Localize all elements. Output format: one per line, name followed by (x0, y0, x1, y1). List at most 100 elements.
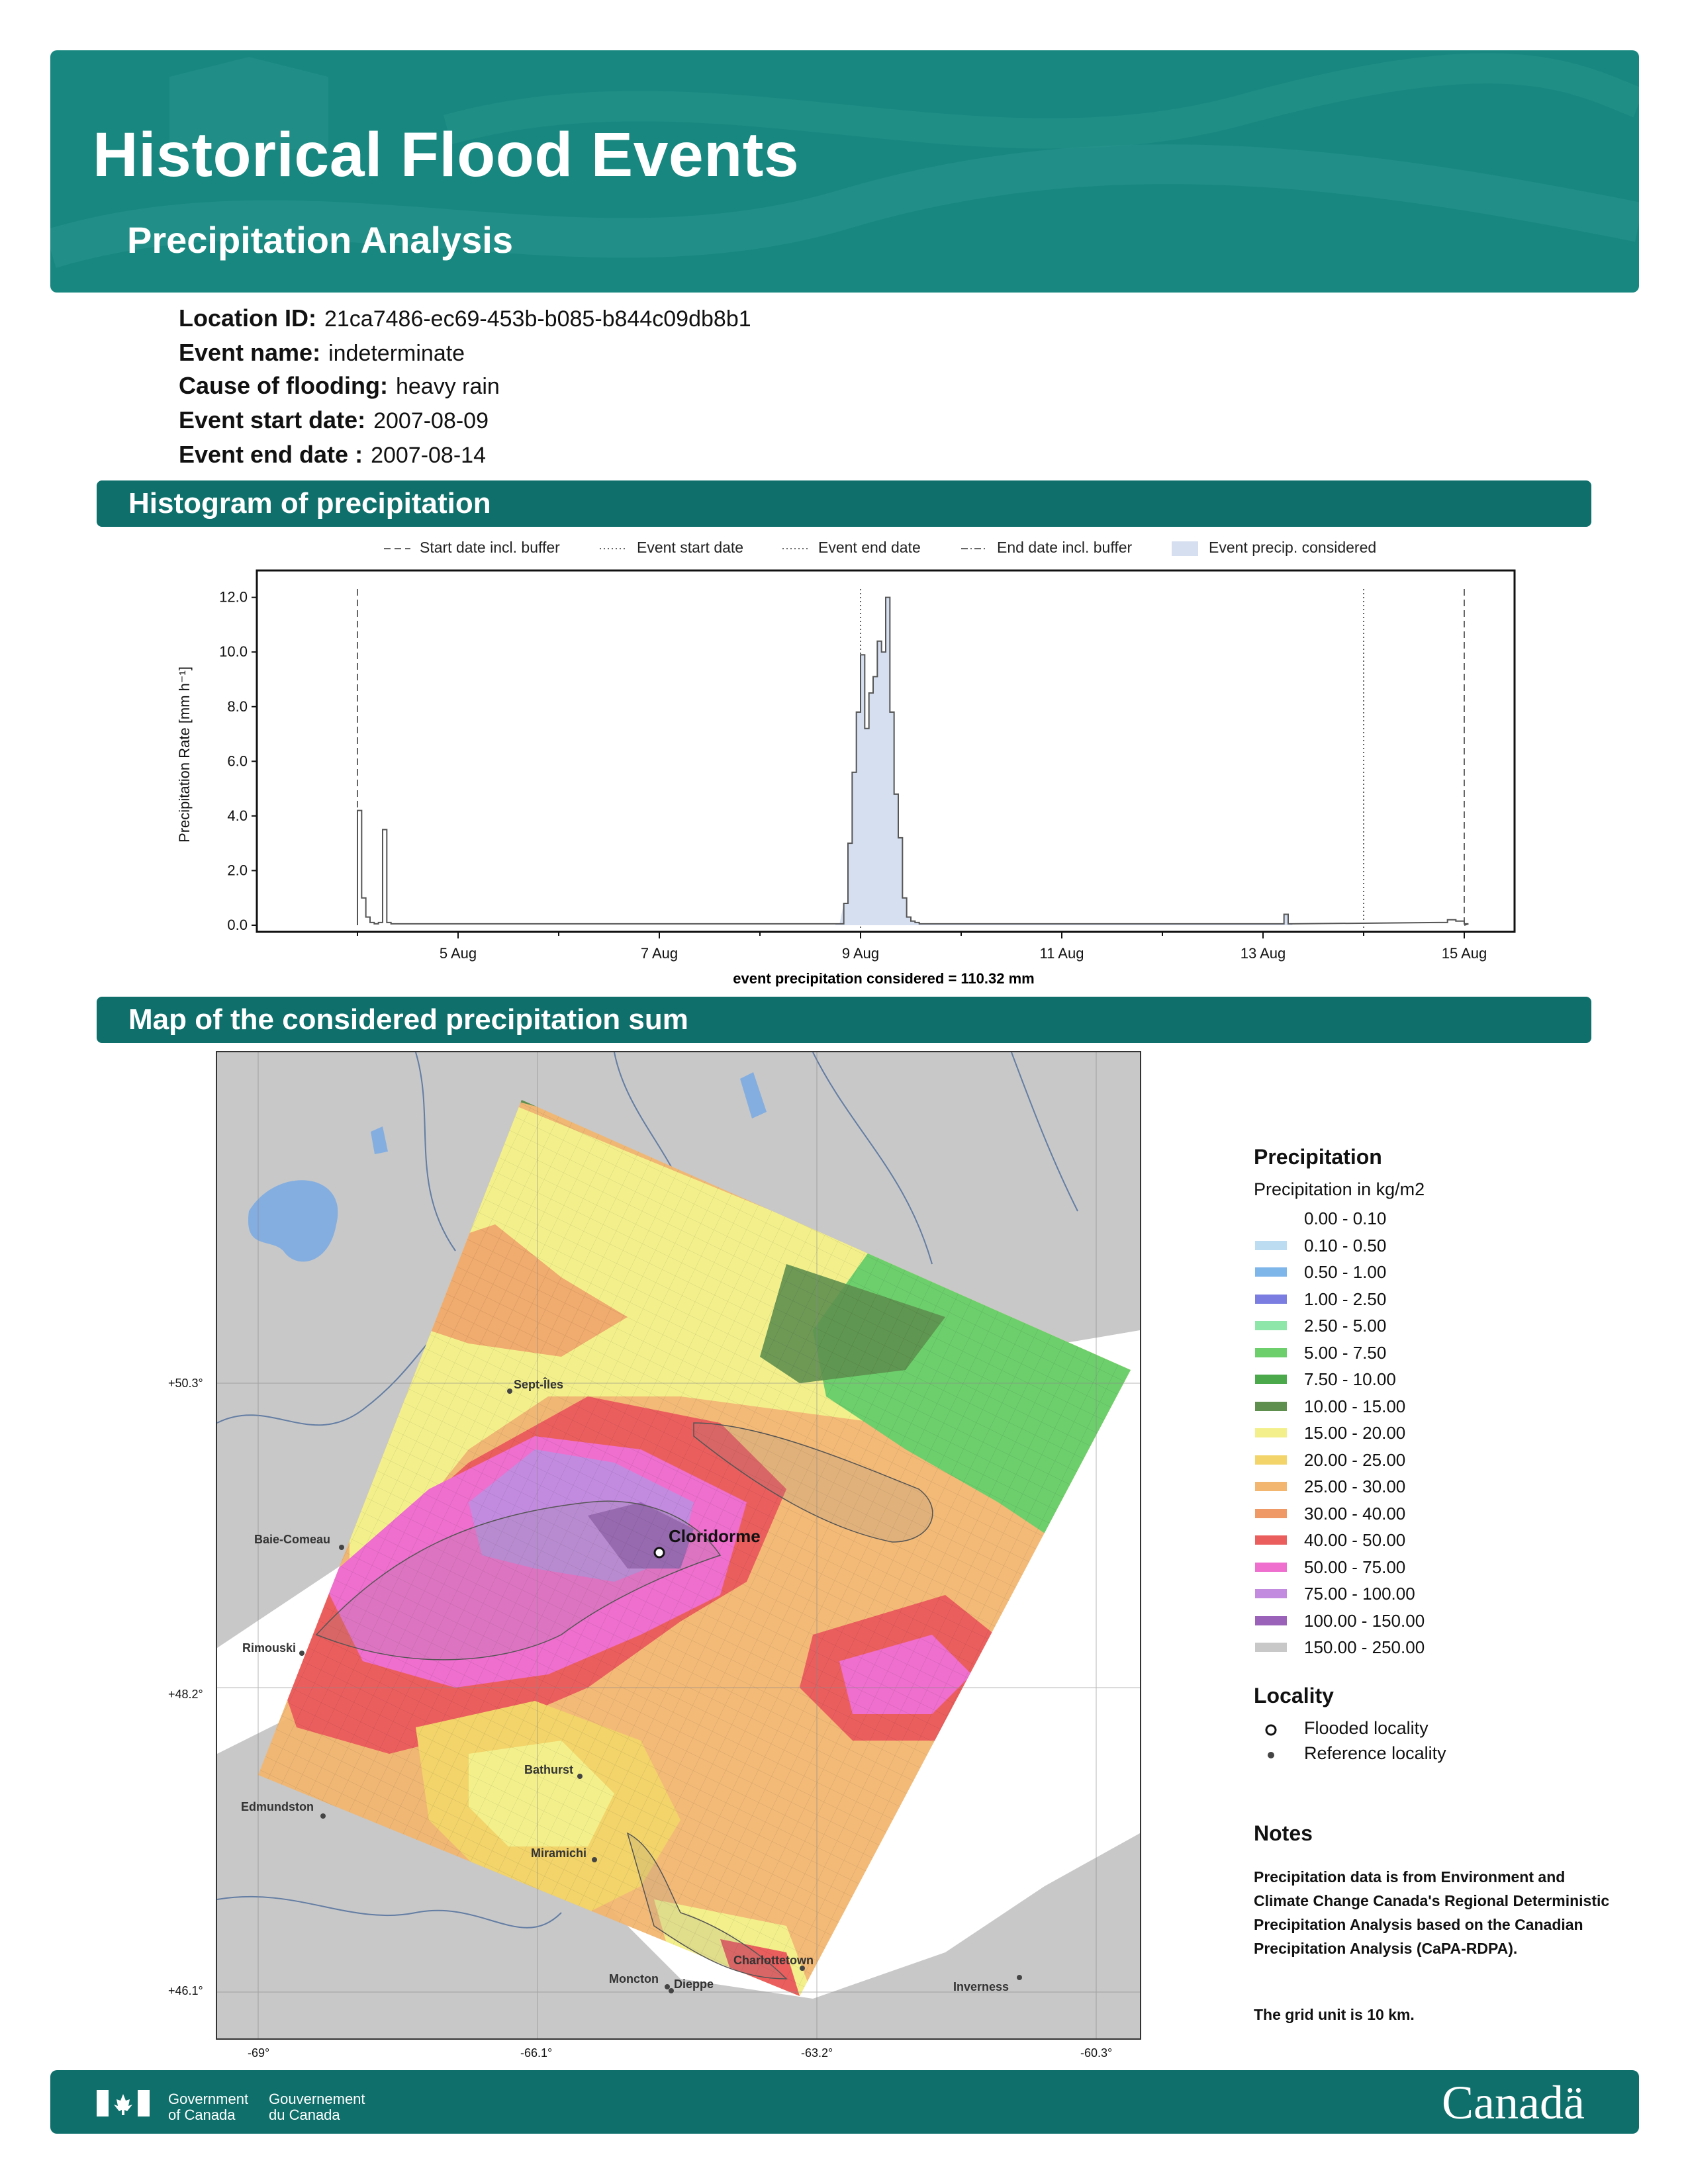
event-name-row: Event name: indeterminate (179, 339, 465, 366)
locality-marker (592, 1857, 597, 1862)
gov-fr: Gouvernement du Canada (269, 2091, 365, 2123)
notes-grid: The grid unit is 10 km. (1254, 2006, 1415, 2023)
legend-title: Precipitation (1254, 1145, 1382, 1169)
precipitation-map: Cloridorme Sept-Îles Baie-Comeau Rimousk… (216, 1051, 1141, 2040)
legend-swatch (1255, 1401, 1287, 1411)
locality-marker (665, 1984, 670, 1989)
locality-marker-flooded (653, 1547, 665, 1559)
legend-swatch (1255, 1428, 1287, 1437)
start-date-row: Event start date: 2007-08-09 (179, 406, 489, 433)
legend-label-start-buffer: Start date incl. buffer (420, 539, 560, 556)
lon-label: -69° (248, 2046, 270, 2060)
page-title: Historical Flood Events (93, 120, 800, 190)
legend-swatch (1255, 1535, 1287, 1545)
legend-swatch (1255, 1615, 1287, 1625)
legend-range-label: 20.00 - 25.00 (1304, 1449, 1406, 1470)
legend-swatch (1255, 1267, 1287, 1277)
map-canvas: Cloridorme Sept-Îles Baie-Comeau Rimousk… (217, 1052, 1140, 2038)
gov-en: Government of Canada (168, 2091, 249, 2123)
legend-swatch (1255, 1347, 1287, 1357)
legend-range-label: 0.00 - 0.10 (1304, 1208, 1387, 1228)
legend-swatch (1255, 1482, 1287, 1491)
legend-swatch (1255, 1240, 1287, 1250)
chart-legend (384, 541, 1198, 556)
legend-swatch (1255, 1375, 1287, 1384)
x-axis-label: event precipitation considered = 110.32 … (733, 970, 1034, 987)
precipitation-histogram: 0.0 2.0 4.0 6.0 8.0 10.0 12.0 5 Aug 7 Aug 9 Aug 1… (176, 569, 1516, 987)
legend-swatch (1255, 1589, 1287, 1598)
legend-range-label: 25.00 - 30.00 (1304, 1477, 1406, 1496)
legend-range-label: 2.50 - 5.00 (1304, 1316, 1387, 1336)
legend-subtitle: Precipitation in kg/m2 (1254, 1179, 1425, 1199)
notes-title: Notes (1254, 1821, 1313, 1845)
legend-range-label: 40.00 - 50.00 (1304, 1530, 1406, 1550)
legend-range-label: 7.50 - 10.00 (1304, 1369, 1396, 1389)
locality-miramichi: Miramichi (531, 1846, 586, 1860)
house-icon (169, 57, 328, 150)
legend-label-event-end: Event end date (818, 539, 921, 556)
locality-marker (669, 1988, 674, 1993)
x-tick-label: 13 Aug (1241, 945, 1286, 962)
legend-label-event-start: Event start date (637, 539, 744, 556)
flooded-marker-icon (1265, 1724, 1277, 1736)
y-tick-label: 2.0 (227, 862, 248, 878)
lon-label: -60.3° (1080, 2046, 1113, 2060)
legend-swatch (1255, 1455, 1287, 1465)
locality-marker (507, 1388, 512, 1394)
legend-swatch (1255, 1562, 1287, 1572)
x-tick-label: 7 Aug (641, 945, 678, 962)
legend-label-fill: Event precip. considered (1209, 539, 1377, 556)
banner-waves-decoration (50, 53, 1639, 268)
legend-range-label: 0.50 - 1.00 (1304, 1262, 1387, 1282)
legend-range-label: 10.00 - 15.00 (1304, 1396, 1406, 1416)
legend-swatch (1255, 1321, 1287, 1330)
x-tick-label: 11 Aug (1040, 945, 1084, 962)
locality-dieppe: Dieppe (674, 1978, 714, 1991)
x-tick-label: 5 Aug (440, 945, 477, 962)
legend-range-label: 30.00 - 40.00 (1304, 1503, 1406, 1524)
legend-range-label: 50.00 - 75.00 (1304, 1557, 1406, 1577)
legend-label-end-buffer: End date incl. buffer (997, 539, 1133, 556)
lat-label: +48.2° (168, 1688, 203, 1701)
locality-rimouski: Rimouski (242, 1641, 296, 1655)
histogram-section-header: Histogram of precipitation (97, 480, 1591, 527)
locality-baie-comeau: Baie-Comeau (254, 1533, 330, 1546)
reference-marker-icon (1268, 1752, 1274, 1758)
locality-marker (800, 1966, 805, 1971)
locality-marker (299, 1651, 305, 1656)
map-section-header: Map of the considered precipitation sum (97, 997, 1591, 1043)
plot-area-frame (256, 569, 1516, 933)
y-tick-label: 12.0 (219, 589, 248, 606)
legend-range-label: 5.00 - 7.50 (1304, 1342, 1387, 1363)
locality-cloridorme: Cloridorme (669, 1526, 761, 1546)
footer-bar (50, 2070, 1639, 2134)
locality-marker (339, 1545, 344, 1550)
y-tick-label: 4.0 (227, 807, 248, 824)
locality-sept-iles: Sept-Îles (514, 1377, 563, 1391)
end-date-row: Event end date :2007-08-14 (179, 441, 486, 468)
legend-range-label: 15.00 - 20.00 (1304, 1423, 1406, 1443)
legend-swatch (1255, 1214, 1287, 1223)
legend-swatch (1255, 1294, 1287, 1304)
legend-range-label: 100.00 - 150.00 (1304, 1610, 1425, 1631)
y-tick-label: 10.0 (219, 643, 248, 660)
locality-charlottetown: Charlottetown (733, 1954, 814, 1967)
legend-swatch (1255, 1643, 1287, 1652)
legend-range-label: 0.10 - 0.50 (1304, 1235, 1387, 1255)
lat-label: +46.1° (168, 1984, 203, 1997)
y-tick-label: 8.0 (227, 698, 248, 715)
legend-range-label: 75.00 - 100.00 (1304, 1584, 1415, 1604)
cause-row: Cause of flooding: heavy rain (179, 372, 500, 399)
locality-legend-title: Locality (1254, 1684, 1334, 1707)
locality-moncton: Moncton (609, 1972, 659, 1985)
event-precip-fill (835, 597, 1293, 925)
lon-label: -66.1° (520, 2046, 553, 2060)
header-banner (50, 50, 1639, 293)
lon-label: -63.2° (801, 2046, 833, 2060)
y-tick-label: 6.0 (227, 752, 248, 769)
locality-inverness: Inverness (953, 1980, 1009, 1993)
legend-range-label: 1.00 - 2.50 (1304, 1289, 1387, 1309)
locality-marker (1017, 1975, 1022, 1980)
flooded-locality-label: Flooded locality (1304, 1718, 1429, 1738)
locality-marker (320, 1813, 326, 1819)
